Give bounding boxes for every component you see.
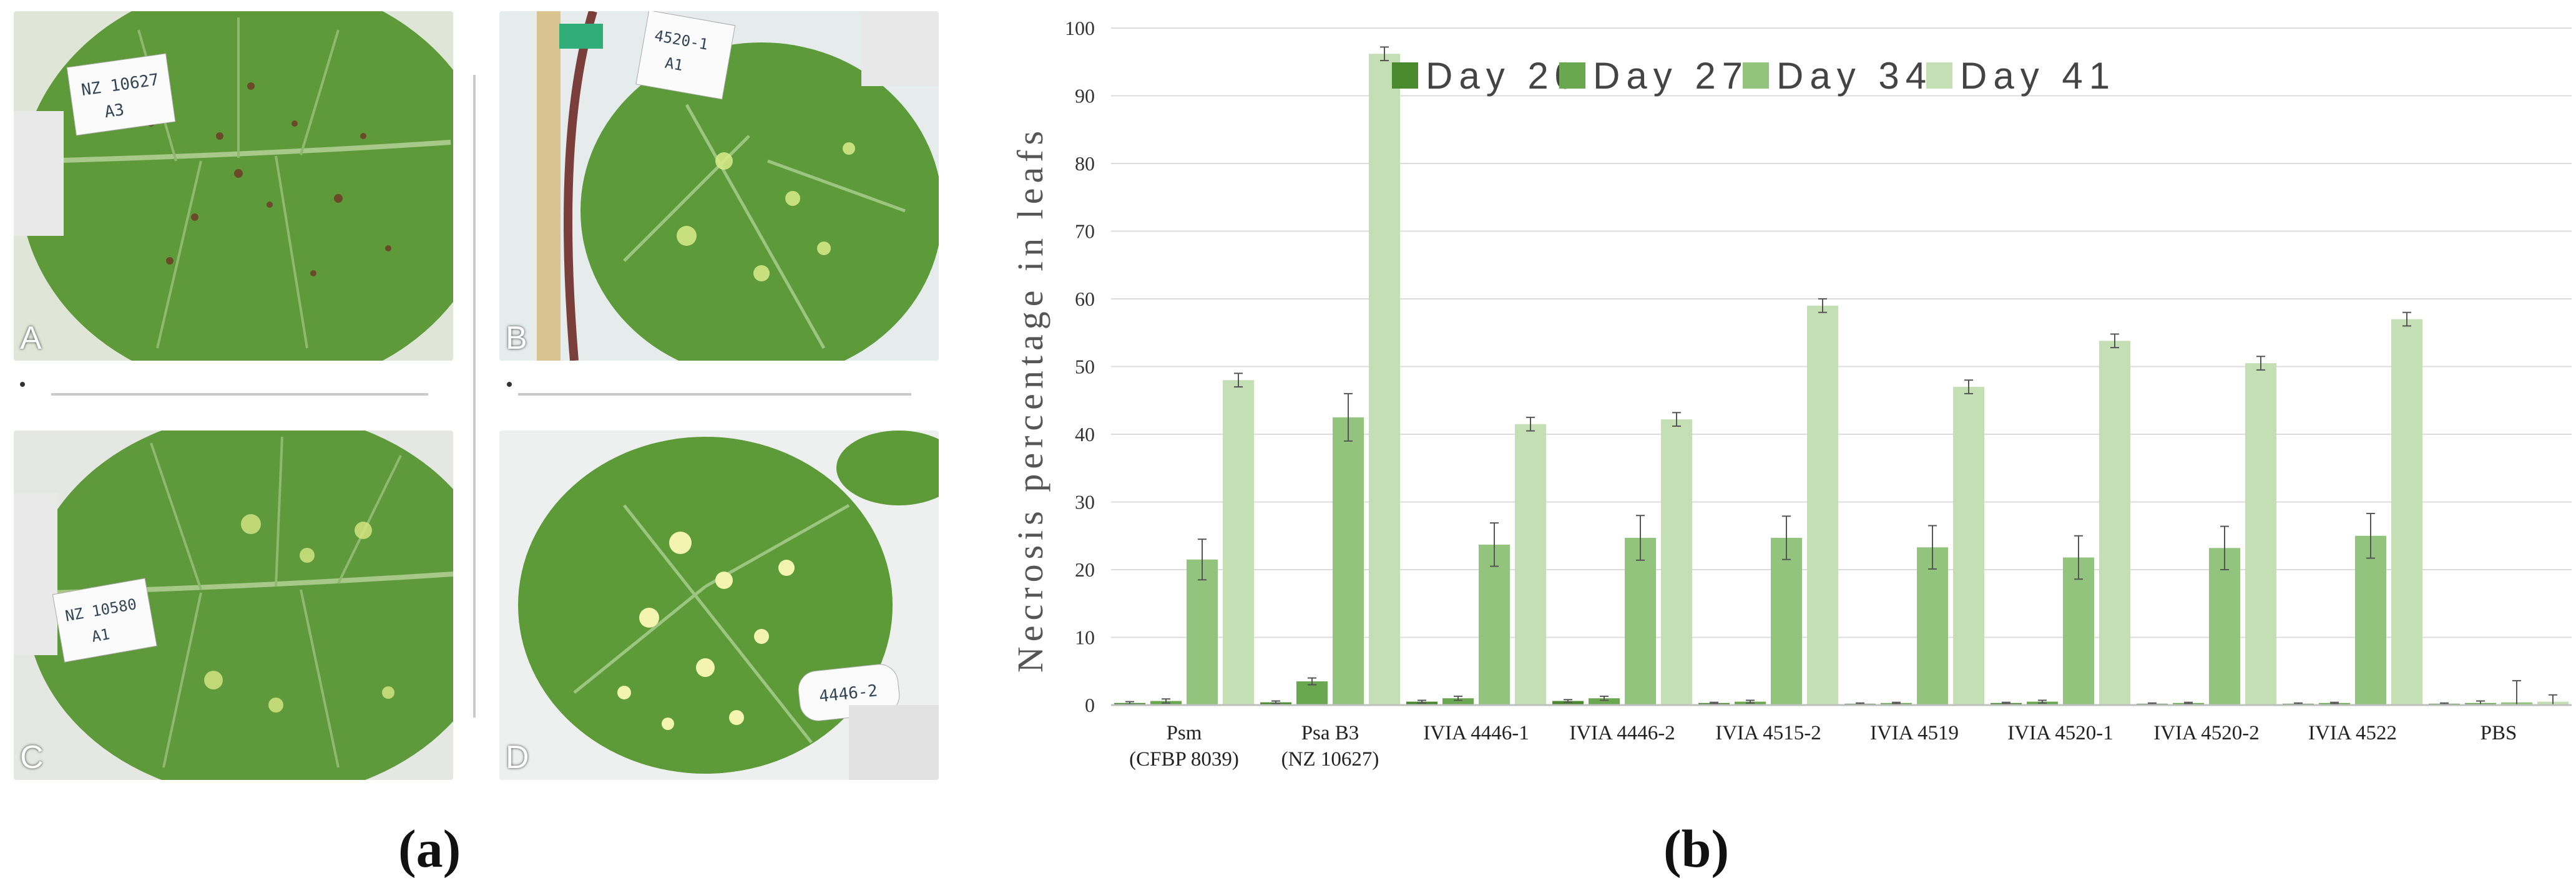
bar-day-34 — [2209, 548, 2240, 705]
x-axis-category-labels: Psm (CFBP 8039) Psa B3 (NZ 10627) IVIA 4446-… — [1129, 722, 2517, 771]
separator-dot-left — [20, 382, 25, 387]
legend-label: Day 34 — [1776, 55, 1932, 97]
separator-vertical — [473, 75, 476, 718]
x-category-label: (CFBP 8039) — [1129, 748, 1239, 771]
y-tick-label: 40 — [1075, 423, 1095, 445]
tag-b-line2: A1 — [664, 54, 684, 75]
bar-day-41 — [1807, 305, 1838, 706]
bar-day-41 — [1223, 380, 1254, 705]
leaf-photo-b: 4520-1 A1 B — [499, 11, 939, 361]
bar-day-27 — [1589, 698, 1620, 705]
leaf-photo-d: 4446-2 D — [499, 431, 939, 780]
x-category-label: IVIA 4446-2 — [1569, 722, 1675, 744]
necrosis-bar-chart: 0 10 20 30 40 50 60 70 80 90 100 Psm (CFBP 8039) Psa… — [1010, 17, 2572, 771]
legend-label: Day 41 — [1960, 55, 2116, 97]
photo-label-b: B — [506, 320, 527, 356]
bar-day-34 — [1771, 538, 1802, 705]
x-category-label: PBS — [2481, 722, 2517, 744]
photo-label-c: C — [20, 739, 44, 776]
x-category-label: IVIA 4515-2 — [1715, 722, 1821, 744]
y-tick-label: 90 — [1075, 85, 1095, 107]
legend: Day 20 Day 27 Day 34 Day 41 — [1392, 55, 2116, 97]
bar-day-41 — [2099, 341, 2130, 705]
y-tick-label: 50 — [1075, 356, 1095, 378]
separator-horizontal-left — [51, 393, 428, 396]
bar-day-27 — [1442, 698, 1474, 705]
y-tick-label: 0 — [1085, 694, 1095, 716]
bar-day-34 — [1187, 559, 1218, 705]
y-axis-ticks: 0 10 20 30 40 50 60 70 80 90 100 — [1065, 17, 1095, 716]
grid-lines — [1111, 27, 2572, 638]
x-category-label: Psm — [1167, 722, 1202, 744]
x-category-label: IVIA 4519 — [1870, 722, 1959, 744]
bar-day-34 — [1917, 547, 1948, 705]
x-category-label: (NZ 10627) — [1281, 748, 1379, 771]
x-category-label: Psa B3 — [1301, 722, 1359, 744]
y-axis-label: Necrosis percentage in leafs — [1010, 126, 1050, 673]
legend-swatch — [1559, 62, 1585, 89]
bar-day-41 — [2391, 319, 2422, 705]
x-category-label: IVIA 4520-1 — [2007, 722, 2113, 744]
y-tick-label: 20 — [1075, 558, 1095, 581]
legend-swatch — [1926, 62, 1952, 89]
error-bars — [1125, 46, 2557, 706]
y-tick-label: 70 — [1075, 220, 1095, 243]
x-category-label: IVIA 4446-1 — [1423, 722, 1529, 744]
y-tick-label: 30 — [1075, 491, 1095, 514]
tag-a-line2: A3 — [104, 100, 125, 122]
bar-day-34 — [2063, 557, 2094, 705]
panel-a-photos: NZ 10627 A3 A 4520-1 A1 B — [0, 0, 949, 886]
separator-horizontal-right — [518, 393, 911, 396]
photo-label-a: A — [20, 320, 42, 356]
bar-day-34 — [1333, 417, 1364, 705]
bar-day-20 — [1552, 701, 1584, 705]
separator-dot-right — [507, 382, 512, 387]
y-tick-label: 80 — [1075, 152, 1095, 175]
tag-c-line2: A1 — [91, 625, 111, 646]
leaf-photo-a: NZ 10627 A3 A — [14, 11, 453, 361]
panel-b-caption: (b) — [1663, 819, 1730, 879]
bar-day-34 — [1479, 544, 1510, 705]
legend-label: Day 20 — [1426, 55, 1582, 97]
bar-day-41 — [1953, 387, 1984, 705]
x-category-label: IVIA 4522 — [2308, 722, 2397, 744]
bar-day-41 — [2245, 363, 2276, 705]
bar-series — [1114, 54, 2569, 706]
bar-day-41 — [1515, 424, 1546, 705]
y-tick-label: 60 — [1075, 288, 1095, 310]
bar-day-41 — [1369, 54, 1400, 706]
x-category-label: IVIA 4520-2 — [2153, 722, 2260, 744]
y-tick-label: 10 — [1075, 626, 1095, 649]
legend-swatch — [1743, 62, 1769, 89]
bar-day-34 — [1625, 538, 1656, 705]
panel-a-caption: (a) — [398, 819, 461, 879]
legend-label: Day 27 — [1593, 55, 1749, 97]
y-tick-label: 100 — [1065, 17, 1095, 39]
legend-swatch — [1392, 62, 1418, 89]
photo-label-d: D — [506, 739, 529, 776]
bar-day-41 — [1661, 419, 1692, 705]
leaf-photo-c: NZ 10580 A1 C — [14, 431, 453, 780]
bar-day-34 — [2355, 535, 2386, 705]
